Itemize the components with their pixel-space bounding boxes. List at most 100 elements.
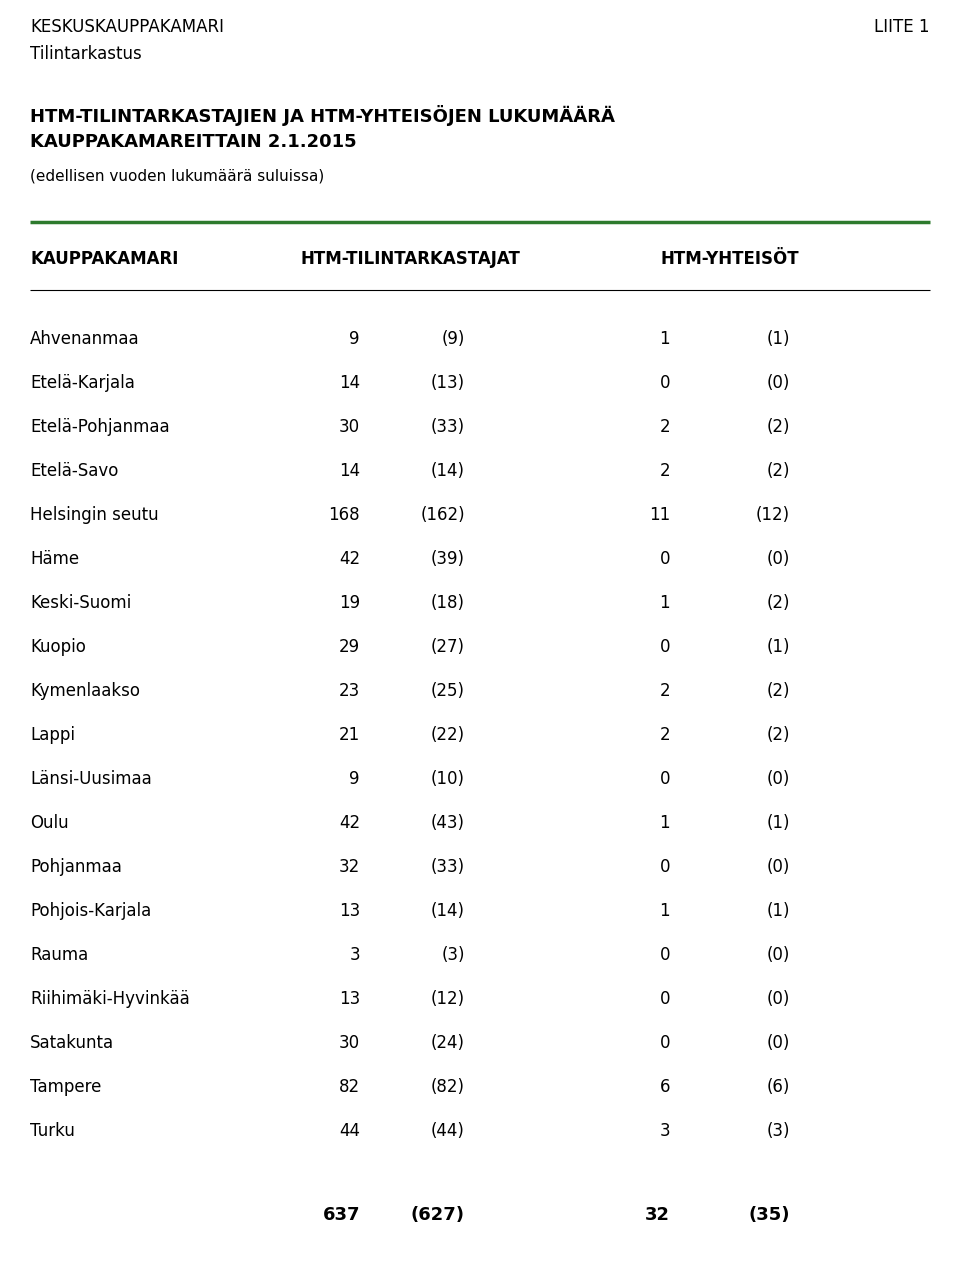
- Text: 29: 29: [339, 638, 360, 656]
- Text: (627): (627): [411, 1206, 465, 1224]
- Text: Häme: Häme: [30, 550, 79, 568]
- Text: (43): (43): [431, 814, 465, 832]
- Text: (1): (1): [766, 902, 790, 920]
- Text: (13): (13): [431, 374, 465, 392]
- Text: Keski-Suomi: Keski-Suomi: [30, 594, 132, 612]
- Text: 0: 0: [660, 550, 670, 568]
- Text: 0: 0: [660, 770, 670, 788]
- Text: (14): (14): [431, 902, 465, 920]
- Text: Kuopio: Kuopio: [30, 638, 85, 656]
- Text: 9: 9: [349, 330, 360, 348]
- Text: 13: 13: [339, 990, 360, 1009]
- Text: Etelä-Karjala: Etelä-Karjala: [30, 374, 134, 392]
- Text: 0: 0: [660, 374, 670, 392]
- Text: 637: 637: [323, 1206, 360, 1224]
- Text: 82: 82: [339, 1078, 360, 1096]
- Text: (0): (0): [767, 550, 790, 568]
- Text: (edellisen vuoden lukumäärä suluissa): (edellisen vuoden lukumäärä suluissa): [30, 167, 324, 183]
- Text: (14): (14): [431, 462, 465, 480]
- Text: (0): (0): [767, 374, 790, 392]
- Text: 14: 14: [339, 374, 360, 392]
- Text: Oulu: Oulu: [30, 814, 68, 832]
- Text: (2): (2): [766, 726, 790, 744]
- Text: 2: 2: [660, 726, 670, 744]
- Text: LIITE 1: LIITE 1: [875, 18, 930, 36]
- Text: (9): (9): [442, 330, 465, 348]
- Text: 6: 6: [660, 1078, 670, 1096]
- Text: 2: 2: [660, 683, 670, 699]
- Text: (39): (39): [431, 550, 465, 568]
- Text: Rauma: Rauma: [30, 945, 88, 963]
- Text: 11: 11: [649, 506, 670, 524]
- Text: (1): (1): [766, 330, 790, 348]
- Text: Turku: Turku: [30, 1122, 75, 1140]
- Text: (1): (1): [766, 814, 790, 832]
- Text: (3): (3): [442, 945, 465, 963]
- Text: (24): (24): [431, 1034, 465, 1052]
- Text: 2: 2: [660, 462, 670, 480]
- Text: HTM-YHTEISÖT: HTM-YHTEISÖT: [660, 250, 800, 268]
- Text: 14: 14: [339, 462, 360, 480]
- Text: KESKUSKAUPPAKAMARI: KESKUSKAUPPAKAMARI: [30, 18, 224, 36]
- Text: (0): (0): [767, 770, 790, 788]
- Text: KAUPPAKAMARI: KAUPPAKAMARI: [30, 250, 179, 268]
- Text: (0): (0): [767, 858, 790, 876]
- Text: 1: 1: [660, 330, 670, 348]
- Text: (35): (35): [749, 1206, 790, 1224]
- Text: 1: 1: [660, 814, 670, 832]
- Text: Pohjanmaa: Pohjanmaa: [30, 858, 122, 876]
- Text: (0): (0): [767, 990, 790, 1009]
- Text: 168: 168: [328, 506, 360, 524]
- Text: Helsingin seutu: Helsingin seutu: [30, 506, 158, 524]
- Text: 30: 30: [339, 1034, 360, 1052]
- Text: 23: 23: [339, 683, 360, 699]
- Text: Riihimäki-Hyvinkää: Riihimäki-Hyvinkää: [30, 990, 190, 1009]
- Text: 21: 21: [339, 726, 360, 744]
- Text: 1: 1: [660, 594, 670, 612]
- Text: 1: 1: [660, 902, 670, 920]
- Text: 0: 0: [660, 945, 670, 963]
- Text: Satakunta: Satakunta: [30, 1034, 114, 1052]
- Text: 3: 3: [660, 1122, 670, 1140]
- Text: 32: 32: [339, 858, 360, 876]
- Text: Etelä-Pohjanmaa: Etelä-Pohjanmaa: [30, 419, 170, 437]
- Text: (2): (2): [766, 462, 790, 480]
- Text: (44): (44): [431, 1122, 465, 1140]
- Text: (27): (27): [431, 638, 465, 656]
- Text: 13: 13: [339, 902, 360, 920]
- Text: (0): (0): [767, 1034, 790, 1052]
- Text: (10): (10): [431, 770, 465, 788]
- Text: (33): (33): [431, 858, 465, 876]
- Text: Ahvenanmaa: Ahvenanmaa: [30, 330, 139, 348]
- Text: (33): (33): [431, 419, 465, 437]
- Text: 32: 32: [645, 1206, 670, 1224]
- Text: (22): (22): [431, 726, 465, 744]
- Text: (2): (2): [766, 683, 790, 699]
- Text: 3: 3: [349, 945, 360, 963]
- Text: Etelä-Savo: Etelä-Savo: [30, 462, 118, 480]
- Text: (2): (2): [766, 594, 790, 612]
- Text: (82): (82): [431, 1078, 465, 1096]
- Text: 0: 0: [660, 638, 670, 656]
- Text: (25): (25): [431, 683, 465, 699]
- Text: 42: 42: [339, 814, 360, 832]
- Text: 0: 0: [660, 858, 670, 876]
- Text: (12): (12): [756, 506, 790, 524]
- Text: (1): (1): [766, 638, 790, 656]
- Text: Kymenlaakso: Kymenlaakso: [30, 683, 140, 699]
- Text: (12): (12): [431, 990, 465, 1009]
- Text: 0: 0: [660, 990, 670, 1009]
- Text: (18): (18): [431, 594, 465, 612]
- Text: (2): (2): [766, 419, 790, 437]
- Text: 30: 30: [339, 419, 360, 437]
- Text: 44: 44: [339, 1122, 360, 1140]
- Text: (3): (3): [766, 1122, 790, 1140]
- Text: (0): (0): [767, 945, 790, 963]
- Text: (162): (162): [420, 506, 465, 524]
- Text: KAUPPAKAMAREITTAIN 2.1.2015: KAUPPAKAMAREITTAIN 2.1.2015: [30, 133, 356, 151]
- Text: 19: 19: [339, 594, 360, 612]
- Text: 9: 9: [349, 770, 360, 788]
- Text: (6): (6): [767, 1078, 790, 1096]
- Text: 2: 2: [660, 419, 670, 437]
- Text: 0: 0: [660, 1034, 670, 1052]
